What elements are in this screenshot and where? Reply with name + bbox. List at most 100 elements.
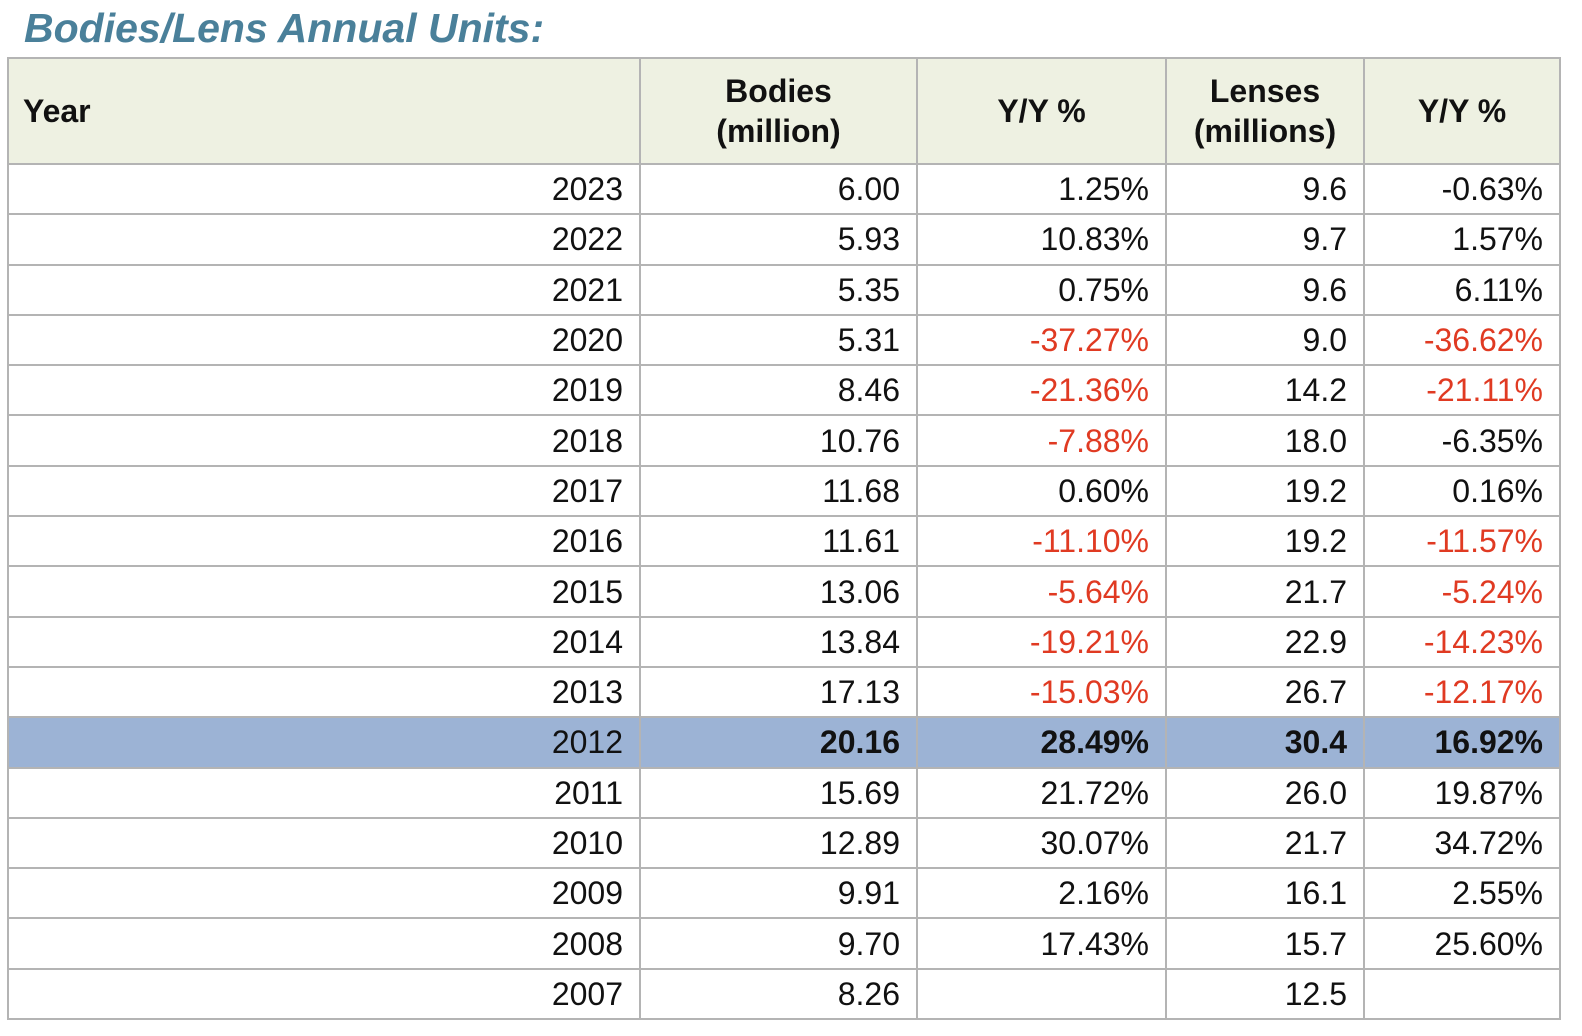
- table-cell: -37.27%: [916, 313, 1167, 367]
- table-cell: 8.46: [639, 364, 918, 417]
- table-cell: 26.0: [1165, 766, 1365, 819]
- table-cell: 2.55%: [1363, 867, 1561, 920]
- table-cell: 1.57%: [1363, 213, 1561, 266]
- table-cell: 10.76: [639, 414, 918, 467]
- table-cell: 16.1: [1165, 867, 1365, 920]
- table-cell: 9.7: [1165, 213, 1365, 266]
- table-cell: 13.84: [639, 615, 918, 668]
- table-cell: -21.11%: [1363, 364, 1561, 417]
- table-cell: 2015: [7, 565, 641, 618]
- table-row: 2020 5.31 -37.27% 9.0 -36.62%: [7, 313, 1561, 367]
- table-cell: 6.00: [639, 162, 918, 216]
- table-cell: 19.87%: [1363, 766, 1561, 819]
- table-row: 2008 9.70 17.43% 15.7 25.60%: [7, 917, 1561, 970]
- table-cell: 6.11%: [1363, 263, 1561, 316]
- table-row: 2014 13.84 -19.21% 22.9 -14.23%: [7, 615, 1561, 668]
- title: Bodies/Lens Annual Units:: [24, 5, 545, 51]
- table-cell: 9.0: [1165, 313, 1365, 367]
- table-cell: 15.69: [639, 766, 918, 819]
- table-cell: 2012: [7, 716, 641, 769]
- table-cell: 2023: [7, 162, 641, 216]
- table-cell: 2014: [7, 615, 641, 668]
- table-cell: 0.60%: [916, 464, 1167, 518]
- header-text: Bodies: [725, 73, 832, 109]
- header-text: Y/Y %: [1417, 93, 1507, 129]
- table-cell: 12.5: [1165, 967, 1365, 1021]
- table-row: 2015 13.06 -5.64% 21.7 -5.24%: [7, 565, 1561, 618]
- table-cell: 21.7: [1165, 565, 1365, 618]
- table-cell: 2022: [7, 213, 641, 266]
- table-cell: 17.43%: [916, 917, 1167, 970]
- table-cell: 2009: [7, 867, 641, 920]
- table-cell: -5.64%: [916, 565, 1167, 618]
- table-cell: 9.6: [1165, 263, 1365, 316]
- table-cell: 19.2: [1165, 464, 1365, 518]
- table-cell: -15.03%: [916, 665, 1167, 719]
- table-cell: 2007: [7, 967, 641, 1021]
- table-row: 2013 17.13 -15.03% 26.7 -12.17%: [7, 665, 1561, 719]
- table-cell: -14.23%: [1363, 615, 1561, 668]
- table-cell: -11.10%: [916, 515, 1167, 568]
- table-cell: -6.35%: [1363, 414, 1561, 467]
- table-cell: [1363, 967, 1561, 1021]
- table-cell: -0.63%: [1363, 162, 1561, 216]
- table-cell: 11.61: [639, 515, 918, 568]
- table-cell: -12.17%: [1363, 665, 1561, 719]
- units-table: Year Bodies (million) Y/Y % Lenses (millions)…: [7, 57, 1561, 1021]
- table-row: 2011 15.69 21.72% 26.0 19.87%: [7, 766, 1561, 819]
- table-cell: -11.57%: [1363, 515, 1561, 568]
- table-cell: 2011: [7, 766, 641, 819]
- table-cell: -5.24%: [1363, 565, 1561, 618]
- table-cell: 5.31: [639, 313, 918, 367]
- table-cell: 34.72%: [1363, 816, 1561, 870]
- table-cell: 8.26: [639, 967, 918, 1021]
- table-row: 2012 20.16 28.49% 30.4 16.92%: [7, 716, 1561, 769]
- table-cell: 12.89: [639, 816, 918, 870]
- table-row: 2009 9.91 2.16% 16.1 2.55%: [7, 867, 1561, 920]
- table-cell: 17.13: [639, 665, 918, 719]
- table-row: 2018 10.76 -7.88% 18.0 -6.35%: [7, 414, 1561, 467]
- table-cell: 13.06: [639, 565, 918, 618]
- table-cell: 26.7: [1165, 665, 1365, 719]
- table-row: 2010 12.89 30.07% 21.7 34.72%: [7, 816, 1561, 870]
- table-cell: 2013: [7, 665, 641, 719]
- header-cell: Lenses (millions): [1165, 57, 1365, 165]
- header-text: (millions): [1193, 113, 1337, 149]
- table-cell: -21.36%: [916, 364, 1167, 417]
- table-row: 2007 8.26 12.5: [7, 967, 1561, 1021]
- table-cell: 5.35: [639, 263, 918, 316]
- header-row: Year Bodies (million) Y/Y % Lenses (millions)…: [7, 57, 1561, 165]
- table-cell: 25.60%: [1363, 917, 1561, 970]
- table-cell: [916, 967, 1167, 1021]
- table-cell: 2017: [7, 464, 641, 518]
- table-row: 2022 5.93 10.83% 9.7 1.57%: [7, 213, 1561, 266]
- table-cell: 2021: [7, 263, 641, 316]
- table-row: 2016 11.61 -11.10% 19.2 -11.57%: [7, 515, 1561, 568]
- table-cell: 21.7: [1165, 816, 1365, 870]
- table-row: 2019 8.46 -21.36% 14.2 -21.11%: [7, 364, 1561, 417]
- table-cell: -36.62%: [1363, 313, 1561, 367]
- table-cell: 2018: [7, 414, 641, 467]
- header-cell: Y/Y %: [1363, 57, 1561, 165]
- table-cell: 20.16: [639, 716, 918, 769]
- table-cell: 14.2: [1165, 364, 1365, 417]
- table-cell: 22.9: [1165, 615, 1365, 668]
- table-cell: 2010: [7, 816, 641, 870]
- header-text: Lenses: [1209, 73, 1321, 109]
- header-text: (million): [716, 113, 841, 149]
- table-cell: 21.72%: [916, 766, 1167, 819]
- table-cell: 2016: [7, 515, 641, 568]
- header-text: Year: [23, 93, 91, 129]
- table-cell: 2.16%: [916, 867, 1167, 920]
- header-cell: Y/Y %: [916, 57, 1167, 165]
- table-cell: 1.25%: [916, 162, 1167, 216]
- table-cell: 18.0: [1165, 414, 1365, 467]
- table-cell: 28.49%: [916, 716, 1167, 769]
- table-cell: 9.6: [1165, 162, 1365, 216]
- table-row: 2023 6.00 1.25% 9.6 -0.63%: [7, 162, 1561, 216]
- table-cell: 0.16%: [1363, 464, 1561, 518]
- table-cell: 9.91: [639, 867, 918, 920]
- header-cell: Bodies (million): [639, 57, 918, 165]
- table-cell: 11.68: [639, 464, 918, 518]
